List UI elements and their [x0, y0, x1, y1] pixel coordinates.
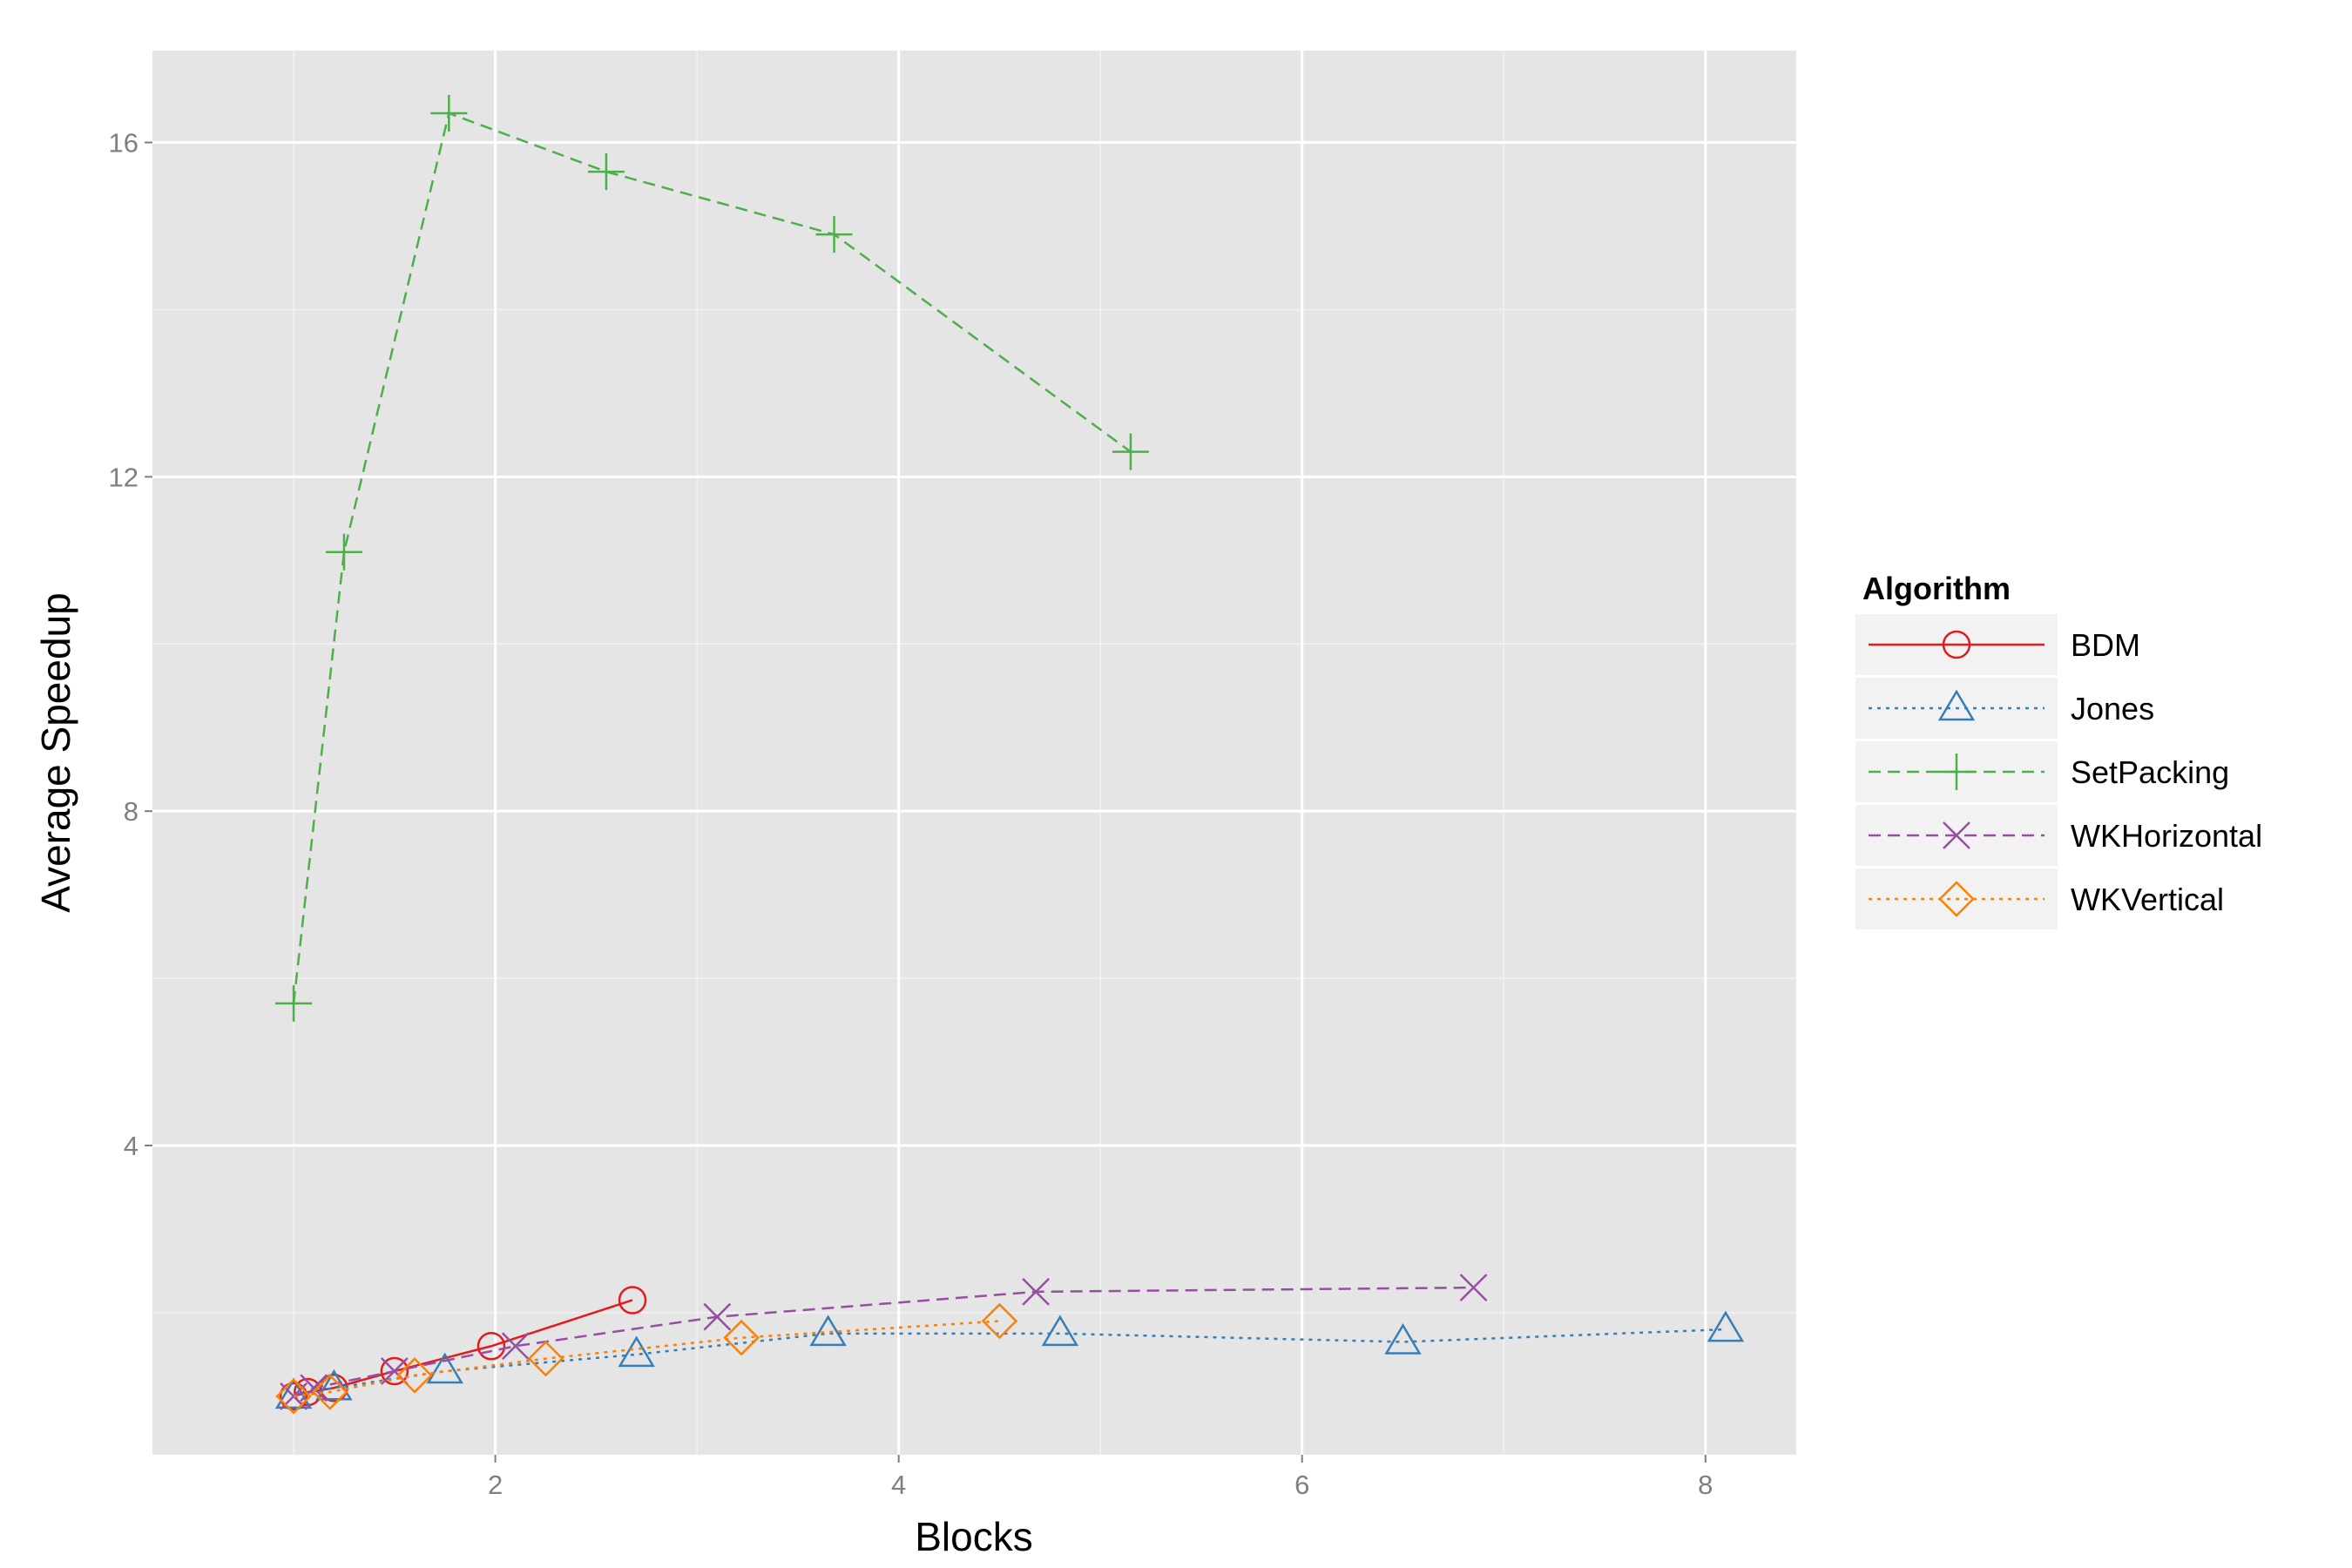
data-point [311, 1374, 348, 1410]
y-tick-label: 8 [124, 796, 139, 827]
data-point [426, 1352, 463, 1384]
legend-marker [1942, 630, 1971, 659]
x-axis: 2 4 6 8 [488, 1455, 1713, 1500]
y-tick-label: 4 [124, 1131, 139, 1161]
x-tick-label: 4 [891, 1470, 906, 1500]
grid-minor [152, 51, 1796, 1455]
legend-item: WKVertical [1855, 868, 2224, 929]
data-point [275, 1378, 312, 1415]
data-point [396, 1357, 433, 1394]
x-tick-label: 8 [1698, 1470, 1713, 1500]
legend-marker [1938, 881, 1975, 917]
data-point [275, 984, 313, 1022]
legend-item: Jones [1855, 678, 2154, 739]
data-point [723, 1319, 760, 1356]
legend: Algorithm BDM Jones SetPacking WKHorizontal… [1855, 571, 2262, 929]
legend-label: BDM [2071, 627, 2140, 663]
y-tick-label: 16 [109, 128, 139, 159]
data-point [1041, 1315, 1079, 1347]
series-wkvertical [275, 1302, 1018, 1415]
data-point [618, 1286, 647, 1315]
x-tick-label: 6 [1294, 1470, 1309, 1500]
legend-marker [1938, 754, 1975, 790]
data-point [300, 1374, 328, 1402]
data-point [587, 153, 625, 191]
data-point [527, 1340, 564, 1377]
legend-marker [1937, 689, 1976, 721]
data-point [1384, 1323, 1422, 1355]
series-line [293, 1328, 1727, 1398]
x-tick-label: 2 [488, 1470, 503, 1500]
data-point [501, 1332, 530, 1361]
data-point [1112, 433, 1149, 470]
series-line [292, 112, 1132, 1004]
y-axis: 4 8 12 16 [109, 128, 152, 1161]
series-setpacking [275, 94, 1149, 1022]
data-point [1459, 1274, 1488, 1301]
data-point [703, 1302, 732, 1331]
data-point [981, 1302, 1018, 1340]
data-point [618, 1335, 655, 1368]
series-layer [274, 94, 1745, 1415]
legend-title: Algorithm [1862, 571, 2011, 606]
legend-marker [1943, 821, 1970, 849]
y-tick-label: 12 [109, 462, 139, 492]
data-point [380, 1356, 409, 1386]
data-point [325, 533, 362, 571]
legend-label: SetPacking [2071, 754, 2229, 790]
grid-major [152, 51, 1796, 1455]
x-axis-title: Blocks [915, 1514, 1032, 1559]
data-point [1707, 1310, 1745, 1342]
data-point [1022, 1278, 1051, 1306]
plot-panel [152, 51, 1796, 1455]
data-point [430, 94, 468, 132]
legend-label: WKVertical [2071, 882, 2224, 917]
legend-item: SetPacking [1855, 741, 2229, 802]
legend-label: WKHorizontal [2071, 818, 2262, 854]
legend-item: WKHorizontal [1855, 805, 2262, 866]
data-point [815, 216, 853, 253]
data-point [315, 1369, 353, 1401]
y-axis-title: Average Speedup [33, 592, 78, 912]
legend-label: Jones [2071, 691, 2154, 727]
data-point [476, 1332, 506, 1361]
legend-item: BDM [1855, 614, 2140, 675]
data-point [809, 1315, 847, 1347]
